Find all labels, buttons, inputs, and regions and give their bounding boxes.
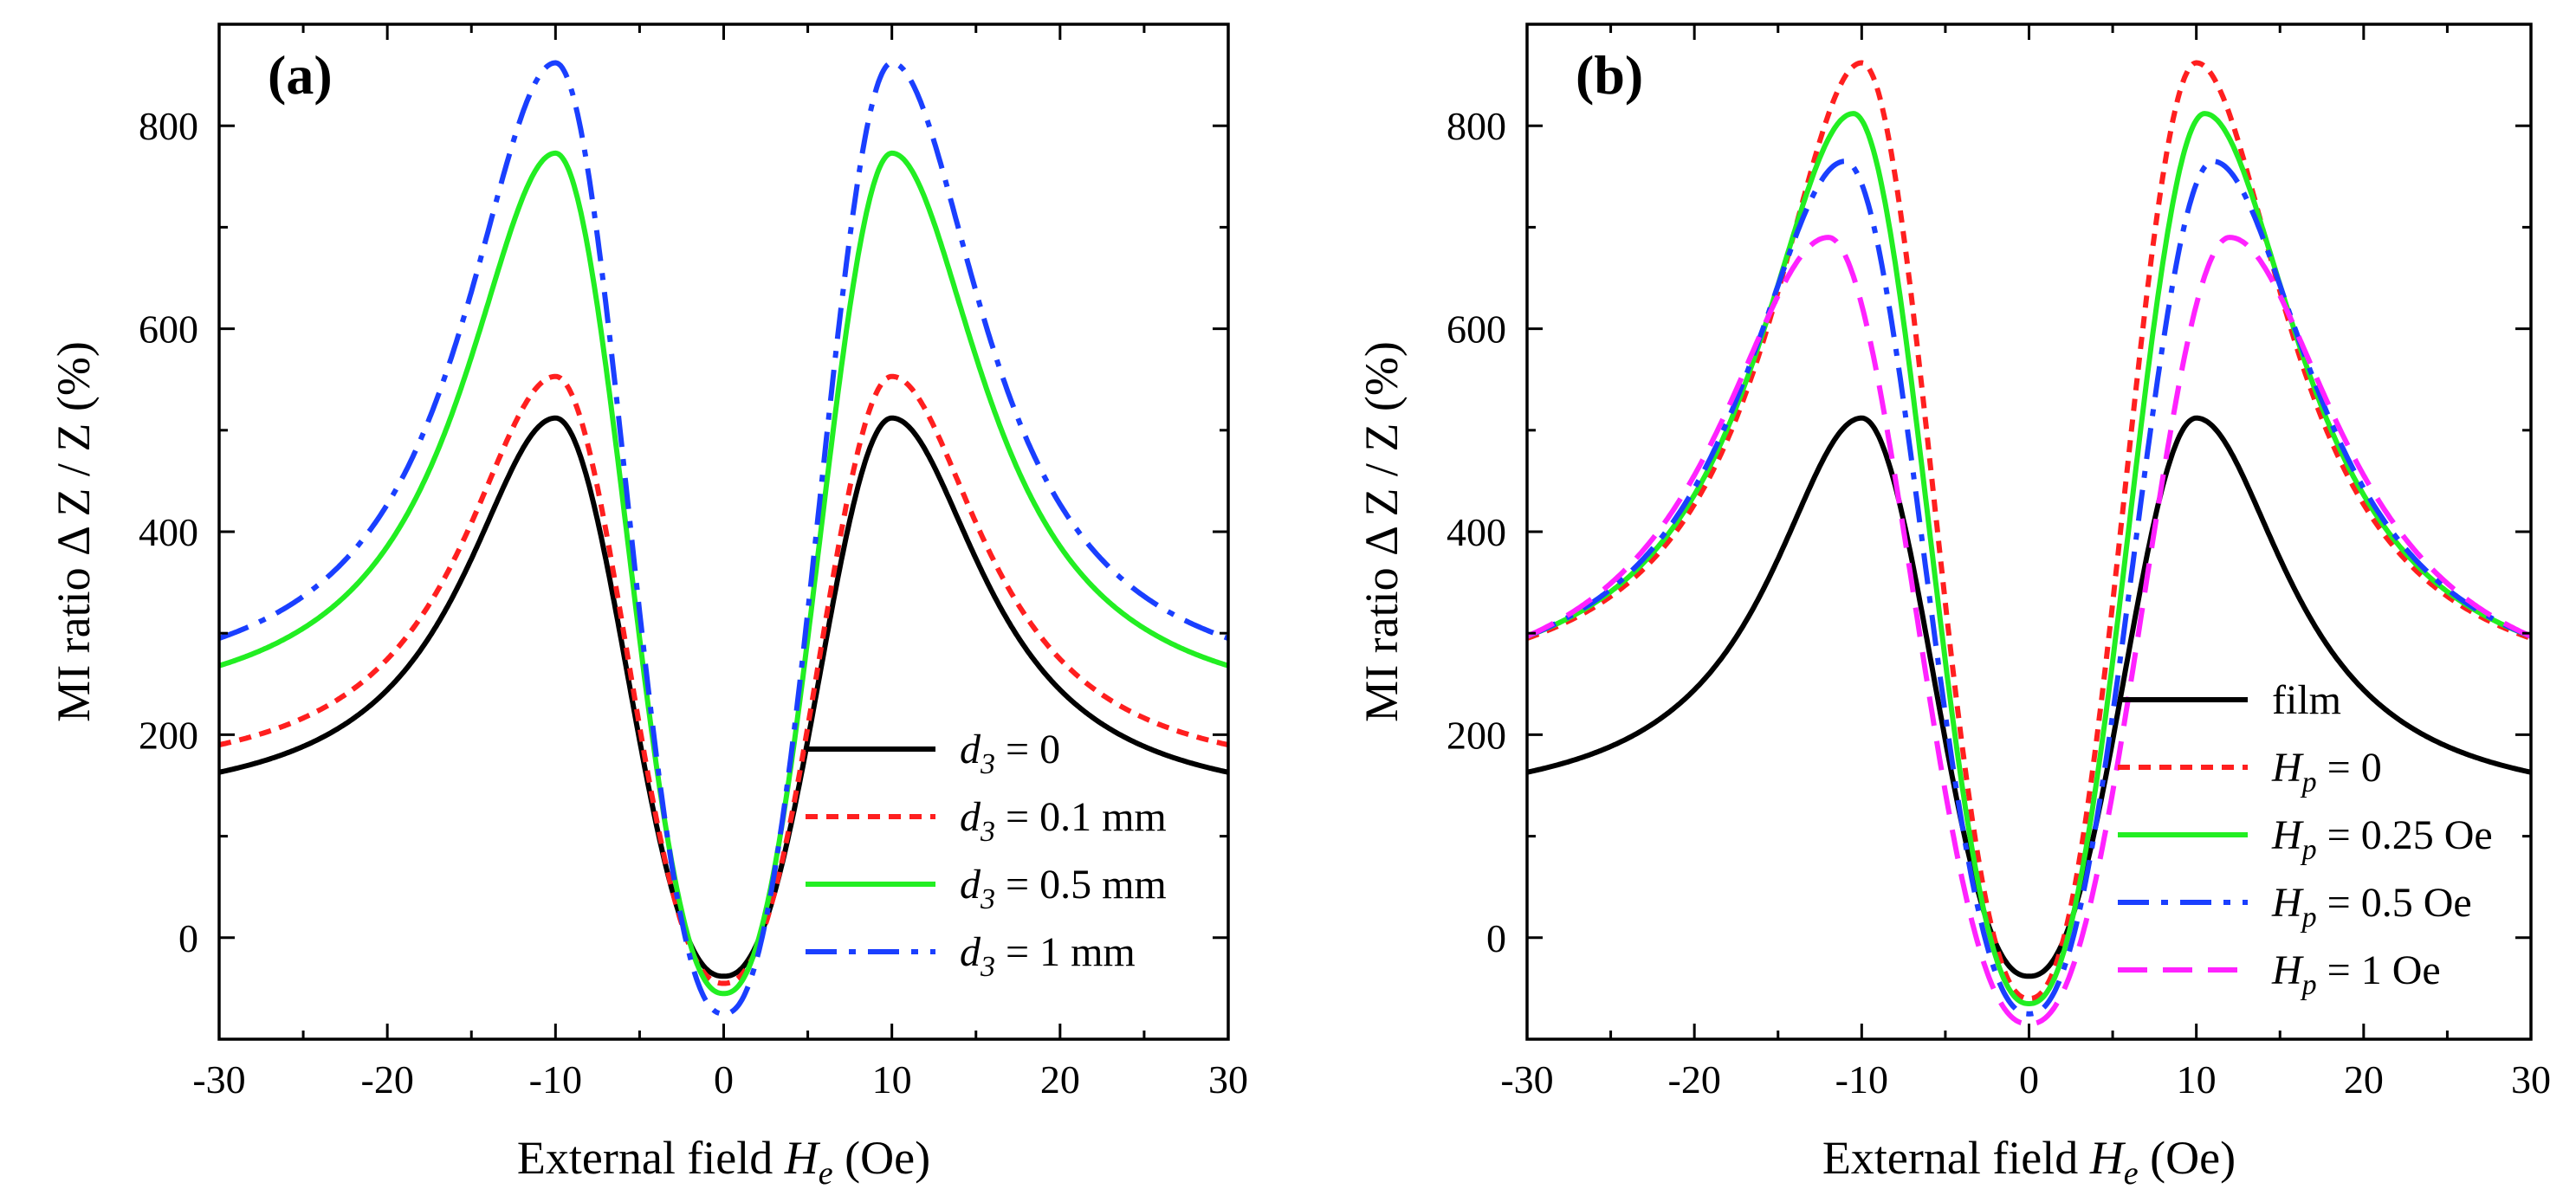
x-tick-label: 0 <box>714 1057 734 1102</box>
plot-area <box>219 60 1228 1017</box>
x-axis-label: External field He (Oe) <box>1822 1132 2236 1192</box>
x-tick-label: -30 <box>1500 1057 1553 1102</box>
y-tick-label: 800 <box>139 104 198 148</box>
x-tick-label: -20 <box>1668 1057 1721 1102</box>
series-line-5 <box>1527 235 2531 1027</box>
legend-label: d3 = 0.1 mm <box>960 794 1167 848</box>
x-tick-label: -10 <box>529 1057 582 1102</box>
series-line-2 <box>1527 60 2531 1002</box>
y-tick-label: 200 <box>1447 713 1506 757</box>
x-axis-label: External field He (Oe) <box>517 1132 930 1192</box>
legend-label: d3 = 0.5 mm <box>960 862 1167 915</box>
y-axis-label: MI ratio Δ Z / Z (%) <box>48 341 100 722</box>
x-tick-label: 0 <box>2019 1057 2039 1102</box>
series-line-1 <box>1527 415 2531 979</box>
panel-label: (a) <box>268 44 333 106</box>
legend-label: Hp = 0 <box>2271 745 2382 798</box>
panel-label: (b) <box>1576 44 1643 106</box>
legend-label: Hp = 1 Oe <box>2271 947 2441 1001</box>
x-tick-label: 20 <box>1040 1057 1080 1102</box>
series-line-3 <box>1527 111 2531 1006</box>
series-line-2 <box>219 373 1228 986</box>
plot-area <box>1527 60 2531 1027</box>
legend: film Hp = 0 Hp = 0.25 Oe Hp = 0.5 Oe Hp = 1 … <box>2118 677 2493 1001</box>
x-tick-label: 30 <box>2511 1057 2551 1102</box>
legend-label: d3 = 0 <box>960 727 1060 780</box>
y-tick-label: 600 <box>1447 307 1506 352</box>
x-tick-label: 10 <box>872 1057 912 1102</box>
series-line-1 <box>219 415 1228 979</box>
series-line-3 <box>219 150 1228 997</box>
legend-label: film <box>2272 677 2341 723</box>
y-tick-label: 400 <box>1447 510 1506 554</box>
series-line-4 <box>1527 158 2531 1017</box>
y-tick-label: 400 <box>139 510 198 554</box>
chart-panel-b: -30 -20 -10 0 10 20 30 0 200 400 600 800 External fi… <box>1356 23 2551 1192</box>
x-tick-label: -20 <box>361 1057 414 1102</box>
x-tick-label: -30 <box>192 1057 245 1102</box>
y-tick-label: 600 <box>139 307 198 352</box>
y-tick-label: 0 <box>1486 916 1506 960</box>
legend-label: Hp = 0.5 Oe <box>2271 880 2472 934</box>
x-tick-label: 20 <box>2344 1057 2384 1102</box>
legend: d3 = 0 d3 = 0.1 mm d3 = 0.5 mm d3 = 1 mm <box>806 727 1167 983</box>
x-tick-label: -10 <box>1835 1057 1888 1102</box>
y-tick-label: 800 <box>1447 104 1506 148</box>
y-axis-label: MI ratio Δ Z / Z (%) <box>1356 341 1408 722</box>
y-tick-label: 200 <box>139 713 198 757</box>
x-tick-label: 10 <box>2177 1057 2217 1102</box>
y-tick-label: 0 <box>178 916 198 960</box>
legend-label: Hp = 0.25 Oe <box>2271 812 2493 866</box>
legend-label: d3 = 1 mm <box>960 929 1136 983</box>
x-tick-label: 30 <box>1208 1057 1248 1102</box>
series-line-4 <box>219 60 1228 1017</box>
chart-panel-a: -30 -20 -10 0 10 20 30 0 200 400 600 800 External fi… <box>48 23 1248 1192</box>
